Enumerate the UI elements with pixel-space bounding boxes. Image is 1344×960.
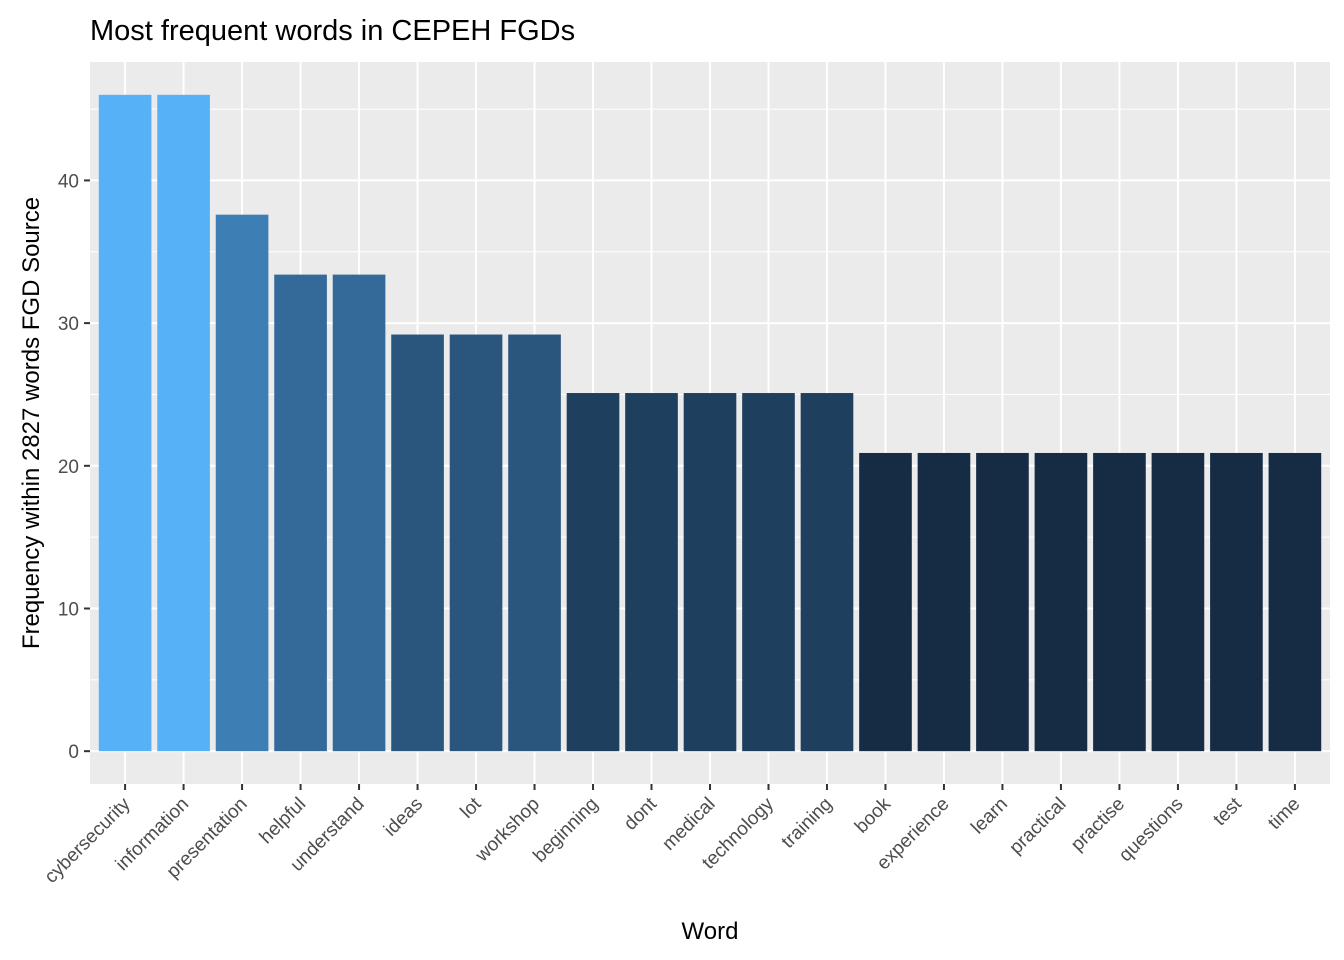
bar-beginning <box>566 393 620 752</box>
bar-learn <box>976 452 1029 752</box>
x-tick-label-ideas: ideas <box>380 794 427 841</box>
x-tick-label-practical: practical <box>1006 794 1071 859</box>
x-tick-label-time: time <box>1264 794 1304 834</box>
x-tick-label-test: test <box>1209 793 1246 830</box>
bar-dont <box>625 393 678 752</box>
bar-technology <box>742 393 795 752</box>
bar-practical <box>1034 452 1088 752</box>
y-tick-label: 30 <box>58 314 79 335</box>
bar-book <box>859 452 912 752</box>
bar-information <box>157 94 210 752</box>
chart-title: Most frequent words in CEPEH FGDs <box>90 15 575 47</box>
bar-practise <box>1093 452 1146 752</box>
x-tick-label-training: training <box>778 794 837 853</box>
bar-experience <box>917 452 971 752</box>
bar-cybersecurity <box>98 94 152 752</box>
y-tick-label: 10 <box>58 599 79 620</box>
y-tick-label: 0 <box>68 742 79 763</box>
bar-workshop <box>508 334 561 752</box>
x-tick-label-questions: questions <box>1115 794 1187 866</box>
x-tick-label-learn: learn <box>967 794 1012 839</box>
bar-lot <box>449 334 503 752</box>
x-tick-label-dont: dont <box>620 793 662 835</box>
y-axis: 0 10 20 30 40 <box>58 171 90 763</box>
x-tick-label-lot: lot <box>457 793 487 823</box>
x-tick-label-book: book <box>851 793 895 837</box>
bars <box>98 94 1322 752</box>
y-tick-label: 40 <box>58 171 79 192</box>
y-axis-title: Frequency within 2827 words FGD Source <box>18 197 45 649</box>
x-axis-title: Word <box>682 918 739 945</box>
bar-training <box>800 393 854 752</box>
y-tick-label: 20 <box>58 457 79 478</box>
x-tick-label-cybersecurity: cybersecurity <box>41 793 135 887</box>
bar-time <box>1268 452 1322 752</box>
bar-test <box>1210 452 1263 752</box>
bar-presentation <box>215 214 269 752</box>
bar-questions <box>1151 452 1205 752</box>
bar-helpful <box>274 274 327 752</box>
bar-ideas <box>391 334 444 752</box>
x-tick-label-helpful: helpful <box>256 794 310 848</box>
x-tick-label-beginning: beginning <box>529 794 602 867</box>
bar-understand <box>332 274 386 752</box>
bar-medical <box>683 393 737 752</box>
